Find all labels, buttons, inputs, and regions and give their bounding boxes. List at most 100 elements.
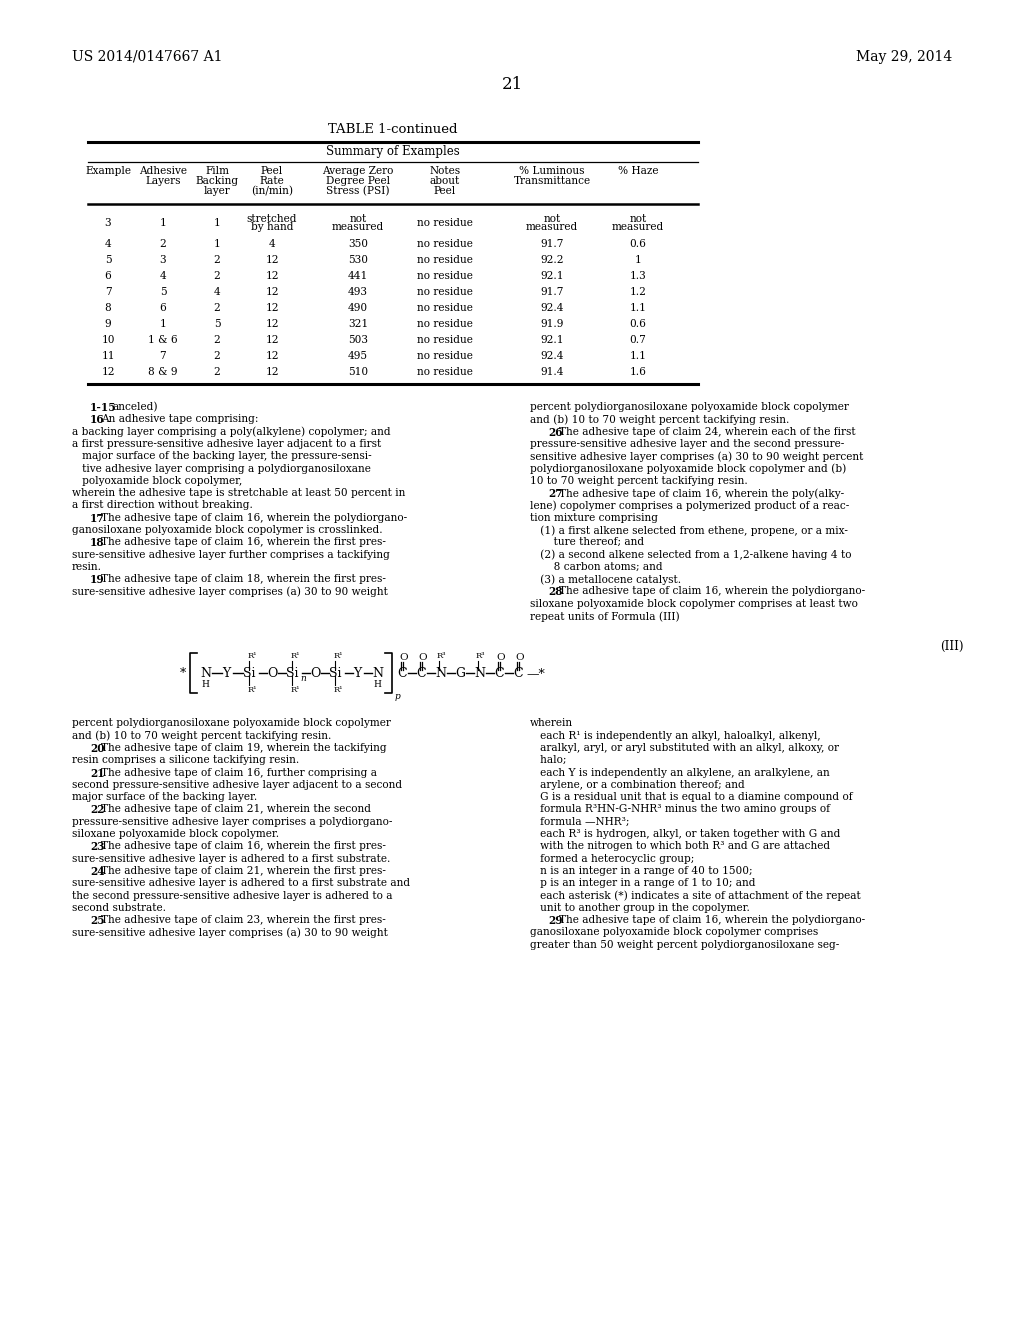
Text: O: O	[515, 653, 523, 661]
Text: sure-sensitive adhesive layer further comprises a tackifying: sure-sensitive adhesive layer further co…	[72, 549, 390, 560]
Text: Si: Si	[329, 667, 341, 680]
Text: major surface of the backing layer.: major surface of the backing layer.	[72, 792, 257, 803]
Text: anceled): anceled)	[113, 403, 158, 412]
Text: 530: 530	[348, 255, 368, 265]
Text: R³: R³	[476, 652, 485, 660]
Text: 92.2: 92.2	[541, 255, 564, 265]
Text: 1.1: 1.1	[630, 304, 646, 313]
Text: Example: Example	[85, 166, 131, 176]
Text: 7: 7	[160, 351, 166, 360]
Text: N: N	[372, 667, 383, 680]
Text: Y: Y	[222, 667, 230, 680]
Text: 25: 25	[90, 915, 104, 927]
Text: 321: 321	[348, 319, 368, 329]
Text: 5: 5	[214, 319, 220, 329]
Text: 17: 17	[90, 512, 104, 524]
Text: Layers: Layers	[145, 176, 181, 186]
Text: C: C	[494, 667, 504, 680]
Text: 92.4: 92.4	[541, 351, 564, 360]
Text: The adhesive tape of claim 23, wherein the first pres-: The adhesive tape of claim 23, wherein t…	[101, 915, 386, 925]
Text: no residue: no residue	[417, 304, 473, 313]
Text: ganosiloxane polyoxamide block copolymer comprises: ganosiloxane polyoxamide block copolymer…	[530, 928, 818, 937]
Text: sure-sensitive adhesive layer is adhered to a first substrate.: sure-sensitive adhesive layer is adhered…	[72, 854, 390, 863]
Text: G is a residual unit that is equal to a diamine compound of: G is a residual unit that is equal to a …	[530, 792, 853, 803]
Text: sure-sensitive adhesive layer comprises (a) 30 to 90 weight: sure-sensitive adhesive layer comprises …	[72, 928, 388, 939]
Text: Stress (PSI): Stress (PSI)	[327, 186, 390, 197]
Text: lene) copolymer comprises a polymerized product of a reac-: lene) copolymer comprises a polymerized …	[530, 500, 849, 511]
Text: 6: 6	[104, 271, 112, 281]
Text: (1) a first alkene selected from ethene, propene, or a mix-: (1) a first alkene selected from ethene,…	[530, 525, 848, 536]
Text: 21: 21	[90, 768, 104, 779]
Text: n: n	[300, 675, 306, 682]
Text: no residue: no residue	[417, 239, 473, 249]
Text: The adhesive tape of claim 16, wherein the first pres-: The adhesive tape of claim 16, wherein t…	[101, 537, 386, 548]
Text: p is an integer in a range of 1 to 10; and: p is an integer in a range of 1 to 10; a…	[530, 878, 756, 888]
Text: An adhesive tape comprising:: An adhesive tape comprising:	[101, 414, 259, 424]
Text: R¹: R¹	[334, 652, 343, 660]
Text: The adhesive tape of claim 16, wherein the polydiorgano-: The adhesive tape of claim 16, wherein t…	[559, 586, 865, 597]
Text: 3: 3	[160, 255, 166, 265]
Text: not: not	[349, 214, 367, 223]
Text: no residue: no residue	[417, 351, 473, 360]
Text: Notes: Notes	[429, 166, 461, 176]
Text: The adhesive tape of claim 21, wherein the first pres-: The adhesive tape of claim 21, wherein t…	[101, 866, 386, 876]
Text: and (b) 10 to 70 weight percent tackifying resin.: and (b) 10 to 70 weight percent tackifyi…	[530, 414, 790, 425]
Text: 1: 1	[160, 218, 166, 228]
Text: 12: 12	[265, 351, 279, 360]
Text: 493: 493	[348, 286, 368, 297]
Text: about: about	[430, 176, 460, 186]
Text: 1: 1	[635, 255, 641, 265]
Text: halo;: halo;	[530, 755, 566, 766]
Text: Degree Peel: Degree Peel	[326, 176, 390, 186]
Text: 8: 8	[104, 304, 112, 313]
Text: 490: 490	[348, 304, 368, 313]
Text: N: N	[474, 667, 485, 680]
Text: 2: 2	[160, 239, 166, 249]
Text: each R³ is hydrogen, alkyl, or taken together with G and: each R³ is hydrogen, alkyl, or taken tog…	[530, 829, 841, 840]
Text: 1-15: 1-15	[90, 403, 117, 413]
Text: unit to another group in the copolymer.: unit to another group in the copolymer.	[530, 903, 750, 913]
Text: 5: 5	[104, 255, 112, 265]
Text: 1.3: 1.3	[630, 271, 646, 281]
Text: 8 & 9: 8 & 9	[148, 367, 178, 378]
Text: 20: 20	[90, 743, 104, 754]
Text: 24: 24	[90, 866, 104, 876]
Text: 12: 12	[265, 367, 279, 378]
Text: 92.1: 92.1	[541, 335, 564, 345]
Text: second substrate.: second substrate.	[72, 903, 166, 913]
Text: O: O	[496, 653, 505, 661]
Text: 26: 26	[548, 426, 562, 438]
Text: 4: 4	[160, 271, 166, 281]
Text: 12: 12	[101, 367, 115, 378]
Text: % Luminous: % Luminous	[519, 166, 585, 176]
Text: C: C	[397, 667, 407, 680]
Text: 16: 16	[90, 414, 104, 425]
Text: no residue: no residue	[417, 286, 473, 297]
Text: 1.2: 1.2	[630, 286, 646, 297]
Text: a first pressure-sensitive adhesive layer adjacent to a first: a first pressure-sensitive adhesive laye…	[72, 438, 381, 449]
Text: 12: 12	[265, 304, 279, 313]
Text: TABLE 1-continued: TABLE 1-continued	[329, 123, 458, 136]
Text: 3: 3	[104, 218, 112, 228]
Text: formula R³HN-G-NHR³ minus the two amino groups of: formula R³HN-G-NHR³ minus the two amino …	[530, 804, 830, 814]
Text: (2) a second alkene selected from a 1,2-alkene having 4 to: (2) a second alkene selected from a 1,2-…	[530, 549, 852, 560]
Text: no residue: no residue	[417, 218, 473, 228]
Text: ture thereof; and: ture thereof; and	[530, 537, 644, 548]
Text: 1: 1	[214, 218, 220, 228]
Text: Peel: Peel	[434, 186, 456, 195]
Text: measured: measured	[612, 223, 665, 232]
Text: polyoxamide block copolymer,: polyoxamide block copolymer,	[72, 475, 243, 486]
Text: wherein the adhesive tape is stretchable at least 50 percent in: wherein the adhesive tape is stretchable…	[72, 488, 406, 498]
Text: 2: 2	[214, 255, 220, 265]
Text: 1.6: 1.6	[630, 367, 646, 378]
Text: no residue: no residue	[417, 367, 473, 378]
Text: O: O	[310, 667, 321, 680]
Text: R¹: R¹	[291, 652, 300, 660]
Text: Peel: Peel	[261, 166, 283, 176]
Text: tive adhesive layer comprising a polydiorganosiloxane: tive adhesive layer comprising a polydio…	[72, 463, 371, 474]
Text: 27: 27	[548, 488, 562, 499]
Text: The adhesive tape of claim 21, wherein the second: The adhesive tape of claim 21, wherein t…	[101, 804, 371, 814]
Text: 91.7: 91.7	[541, 286, 564, 297]
Text: The adhesive tape of claim 18, wherein the first pres-: The adhesive tape of claim 18, wherein t…	[101, 574, 386, 585]
Text: The adhesive tape of claim 16, wherein the poly(alky-: The adhesive tape of claim 16, wherein t…	[559, 488, 845, 499]
